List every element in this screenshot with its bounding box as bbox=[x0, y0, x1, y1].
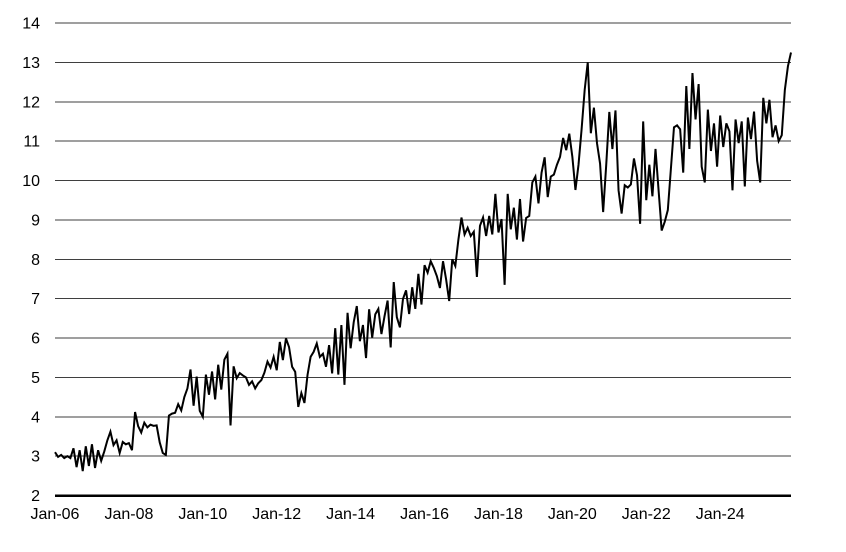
y-tick-label: 9 bbox=[31, 212, 40, 229]
x-tick-label: Jan-16 bbox=[400, 506, 449, 523]
x-tick-label: Jan-08 bbox=[104, 506, 153, 523]
y-tick-label: 7 bbox=[31, 291, 40, 308]
y-tick-label: 11 bbox=[23, 134, 40, 151]
y-tick-label: 5 bbox=[31, 370, 40, 387]
y-tick-label: 10 bbox=[22, 173, 40, 190]
y-tick-label: 13 bbox=[22, 55, 40, 72]
x-tick-label: Jan-14 bbox=[326, 506, 375, 523]
x-tick-label: Jan-24 bbox=[696, 506, 745, 523]
y-tick-label: 8 bbox=[31, 252, 40, 269]
x-tick-label: Jan-18 bbox=[474, 506, 523, 523]
y-tick-label: 4 bbox=[31, 409, 40, 426]
x-tick-label: Jan-22 bbox=[622, 506, 671, 523]
y-tick-label: 3 bbox=[31, 449, 40, 466]
y-axis-labels: 2 3 4 5 6 7 8 9 10 11 12 13 14 bbox=[22, 16, 40, 506]
x-axis-labels: Jan-06 Jan-08 Jan-10 Jan-12 Jan-14 Jan-16 Jan-… bbox=[31, 506, 745, 523]
gridlines bbox=[55, 22, 791, 497]
x-tick-label: Jan-10 bbox=[178, 506, 227, 523]
data-line bbox=[54, 52, 792, 472]
x-tick-label: Jan-20 bbox=[548, 506, 597, 523]
x-tick-label: Jan-12 bbox=[252, 506, 301, 523]
y-tick-label: 2 bbox=[31, 488, 40, 505]
y-tick-label: 6 bbox=[31, 331, 40, 348]
y-tick-label: 12 bbox=[22, 94, 40, 111]
y-tick-label: 14 bbox=[22, 16, 40, 33]
x-tick-label: Jan-06 bbox=[31, 506, 80, 523]
